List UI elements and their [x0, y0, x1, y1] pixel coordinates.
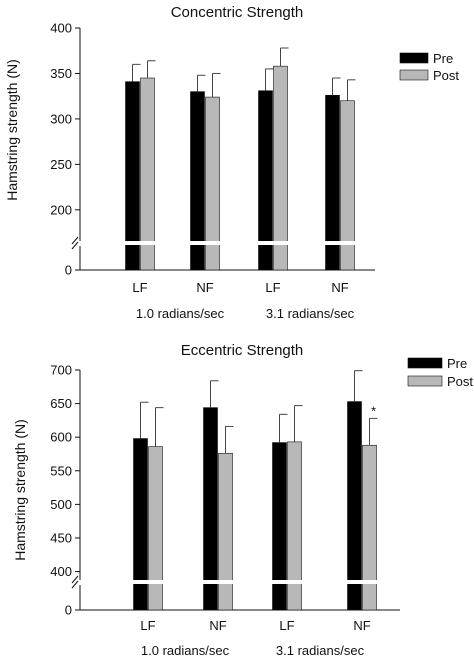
x-tick-label: LF — [140, 618, 155, 633]
group-label: 1.0 radians/sec — [141, 643, 230, 656]
x-tick-label: NF — [353, 618, 370, 633]
y-tick-label: 450 — [50, 530, 72, 545]
legend-label-pre: Pre — [433, 51, 453, 66]
legend-swatch-pre — [399, 52, 429, 64]
x-tick-label: LF — [132, 280, 147, 295]
bar-post-4 — [362, 444, 377, 611]
y-tick-label: 650 — [50, 396, 72, 411]
x-tick-label: NF — [331, 280, 348, 295]
axis-break-mark — [71, 236, 79, 245]
bar-break-band — [81, 241, 375, 245]
y-tick-label: 550 — [50, 463, 72, 478]
significance-marker: * — [371, 403, 376, 418]
legend-label-post: Post — [447, 374, 473, 389]
y-tick-label: 600 — [50, 430, 72, 445]
legend-label-pre: Pre — [447, 356, 467, 371]
chart-panel-2: Eccentric Strength Hamstring strength (N)… — [12, 342, 473, 658]
bar-post-1 — [148, 446, 163, 611]
legend-label-post: Post — [433, 68, 459, 83]
axis-break-gap — [72, 580, 88, 585]
bar-pre-2 — [203, 407, 218, 611]
bar-pre-3 — [272, 442, 287, 611]
legend-swatch-post — [407, 375, 443, 387]
y-tick-label: 0 — [65, 263, 72, 278]
y-tick-label: 400 — [50, 21, 72, 36]
y-tick-label: 700 — [50, 363, 72, 378]
x-tick-label: LF — [279, 618, 294, 633]
y-tick-label: 200 — [50, 202, 72, 217]
chart-title: Eccentric Strength — [181, 342, 304, 359]
bar-break-band — [81, 580, 400, 584]
legend-swatch-pre — [407, 357, 443, 369]
x-tick-label: LF — [265, 280, 280, 295]
chart-title: Concentric Strength — [171, 4, 304, 21]
y-tick-label: 400 — [50, 564, 72, 579]
bar-post-2 — [218, 453, 233, 611]
y-tick-label: 250 — [50, 157, 72, 172]
bar-pre-4 — [347, 401, 362, 611]
chart-panel-1: Concentric Strength Hamstring strength (N… — [4, 4, 459, 321]
bar-pre-1 — [133, 438, 148, 611]
y-axis-label: Hamstring strength (N) — [4, 59, 20, 201]
y-tick-label: 300 — [50, 111, 72, 126]
y-tick-label: 0 — [65, 603, 72, 618]
axis-break-mark — [71, 241, 79, 250]
legend-swatch-post — [399, 69, 429, 81]
y-axis-label: Hamstring strength (N) — [12, 419, 28, 561]
axis-break-mark — [71, 580, 79, 589]
x-tick-label: NF — [209, 618, 226, 633]
y-tick-label: 500 — [50, 497, 72, 512]
bar-post-3 — [287, 441, 302, 611]
bar-post-3 — [273, 65, 288, 271]
group-label: 3.1 radians/sec — [276, 643, 365, 656]
axis-break-mark — [71, 575, 79, 584]
group-label: 3.1 radians/sec — [266, 306, 355, 321]
group-label: 1.0 radians/sec — [136, 306, 225, 321]
x-tick-label: NF — [196, 280, 213, 295]
y-tick-label: 350 — [50, 66, 72, 81]
axis-break-gap — [72, 241, 88, 246]
